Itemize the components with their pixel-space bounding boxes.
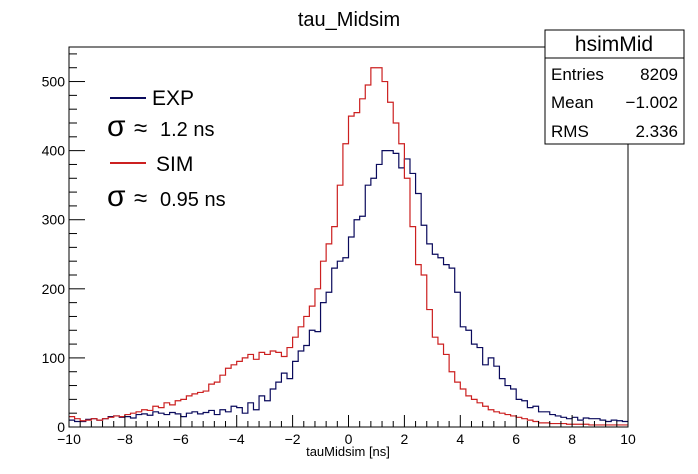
stats-label-rms: RMS: [551, 122, 589, 141]
legend-sigma-sim: σ: [107, 180, 126, 213]
legend-value-sim: 0.95 ns: [160, 189, 226, 211]
legend-label-exp: EXP: [152, 87, 194, 110]
y-tick-label: 500: [42, 74, 66, 90]
chart-title: tau_Midsim: [298, 9, 400, 31]
stats-value-rms: 2.336: [635, 122, 678, 141]
x-axis: −10 −8 −6 −4 −2 0 2 4 6 8 10: [57, 415, 636, 447]
legend-approx-sim: ≈: [134, 185, 147, 212]
x-tick-label: 10: [620, 431, 636, 447]
x-tick-label: 4: [456, 431, 464, 447]
stats-value-entries: 8209: [640, 65, 678, 84]
y-tick-label: 300: [42, 212, 66, 228]
x-tick-label: −8: [117, 431, 133, 447]
stats-label-entries: Entries: [551, 65, 604, 84]
legend: EXP σ ≈ 1.2 ns SIM σ ≈ 0.95 ns: [107, 87, 226, 213]
x-tick-label: 6: [512, 431, 520, 447]
y-axis: 0 100 200 300 400 500: [42, 53, 85, 435]
y-tick-label: 100: [42, 350, 66, 366]
x-tick-label: −10: [57, 431, 81, 447]
x-axis-label: tauMidsim [ns]: [306, 444, 390, 459]
series-sim: [69, 67, 628, 426]
series-exp: [69, 150, 628, 423]
legend-label-sim: SIM: [156, 153, 193, 176]
stats-box: hsimMid Entries 8209 Mean −1.002 RMS 2.3…: [544, 29, 685, 145]
legend-approx-exp: ≈: [134, 115, 147, 142]
x-tick-label: −6: [173, 431, 189, 447]
y-tick-label: 200: [42, 281, 66, 297]
y-tick-label: 400: [42, 143, 66, 159]
x-tick-label: 2: [401, 431, 409, 447]
stats-name: hsimMid: [575, 33, 653, 56]
x-tick-label: 0: [345, 431, 353, 447]
stats-value-mean: −1.002: [626, 93, 678, 112]
series-layer: [69, 67, 628, 426]
x-tick-label: −2: [285, 431, 301, 447]
legend-sigma-exp: σ: [107, 110, 126, 143]
stats-label-mean: Mean: [551, 93, 594, 112]
x-tick-label: −4: [229, 431, 245, 447]
y-tick-label: 0: [57, 419, 65, 435]
legend-value-exp: 1.2 ns: [160, 119, 214, 141]
x-tick-label: 8: [568, 431, 576, 447]
